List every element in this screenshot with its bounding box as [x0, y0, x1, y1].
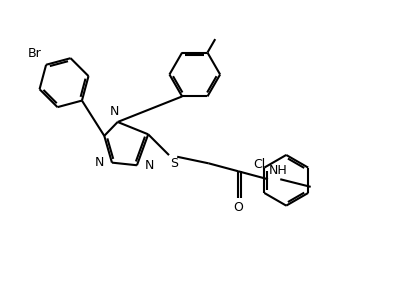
Text: S: S [170, 157, 178, 170]
Text: NH: NH [269, 164, 287, 177]
Text: Cl: Cl [252, 158, 265, 171]
Text: N: N [110, 105, 119, 118]
Text: Br: Br [27, 47, 41, 60]
Text: N: N [144, 159, 153, 172]
Text: N: N [95, 156, 104, 169]
Text: O: O [233, 201, 243, 214]
